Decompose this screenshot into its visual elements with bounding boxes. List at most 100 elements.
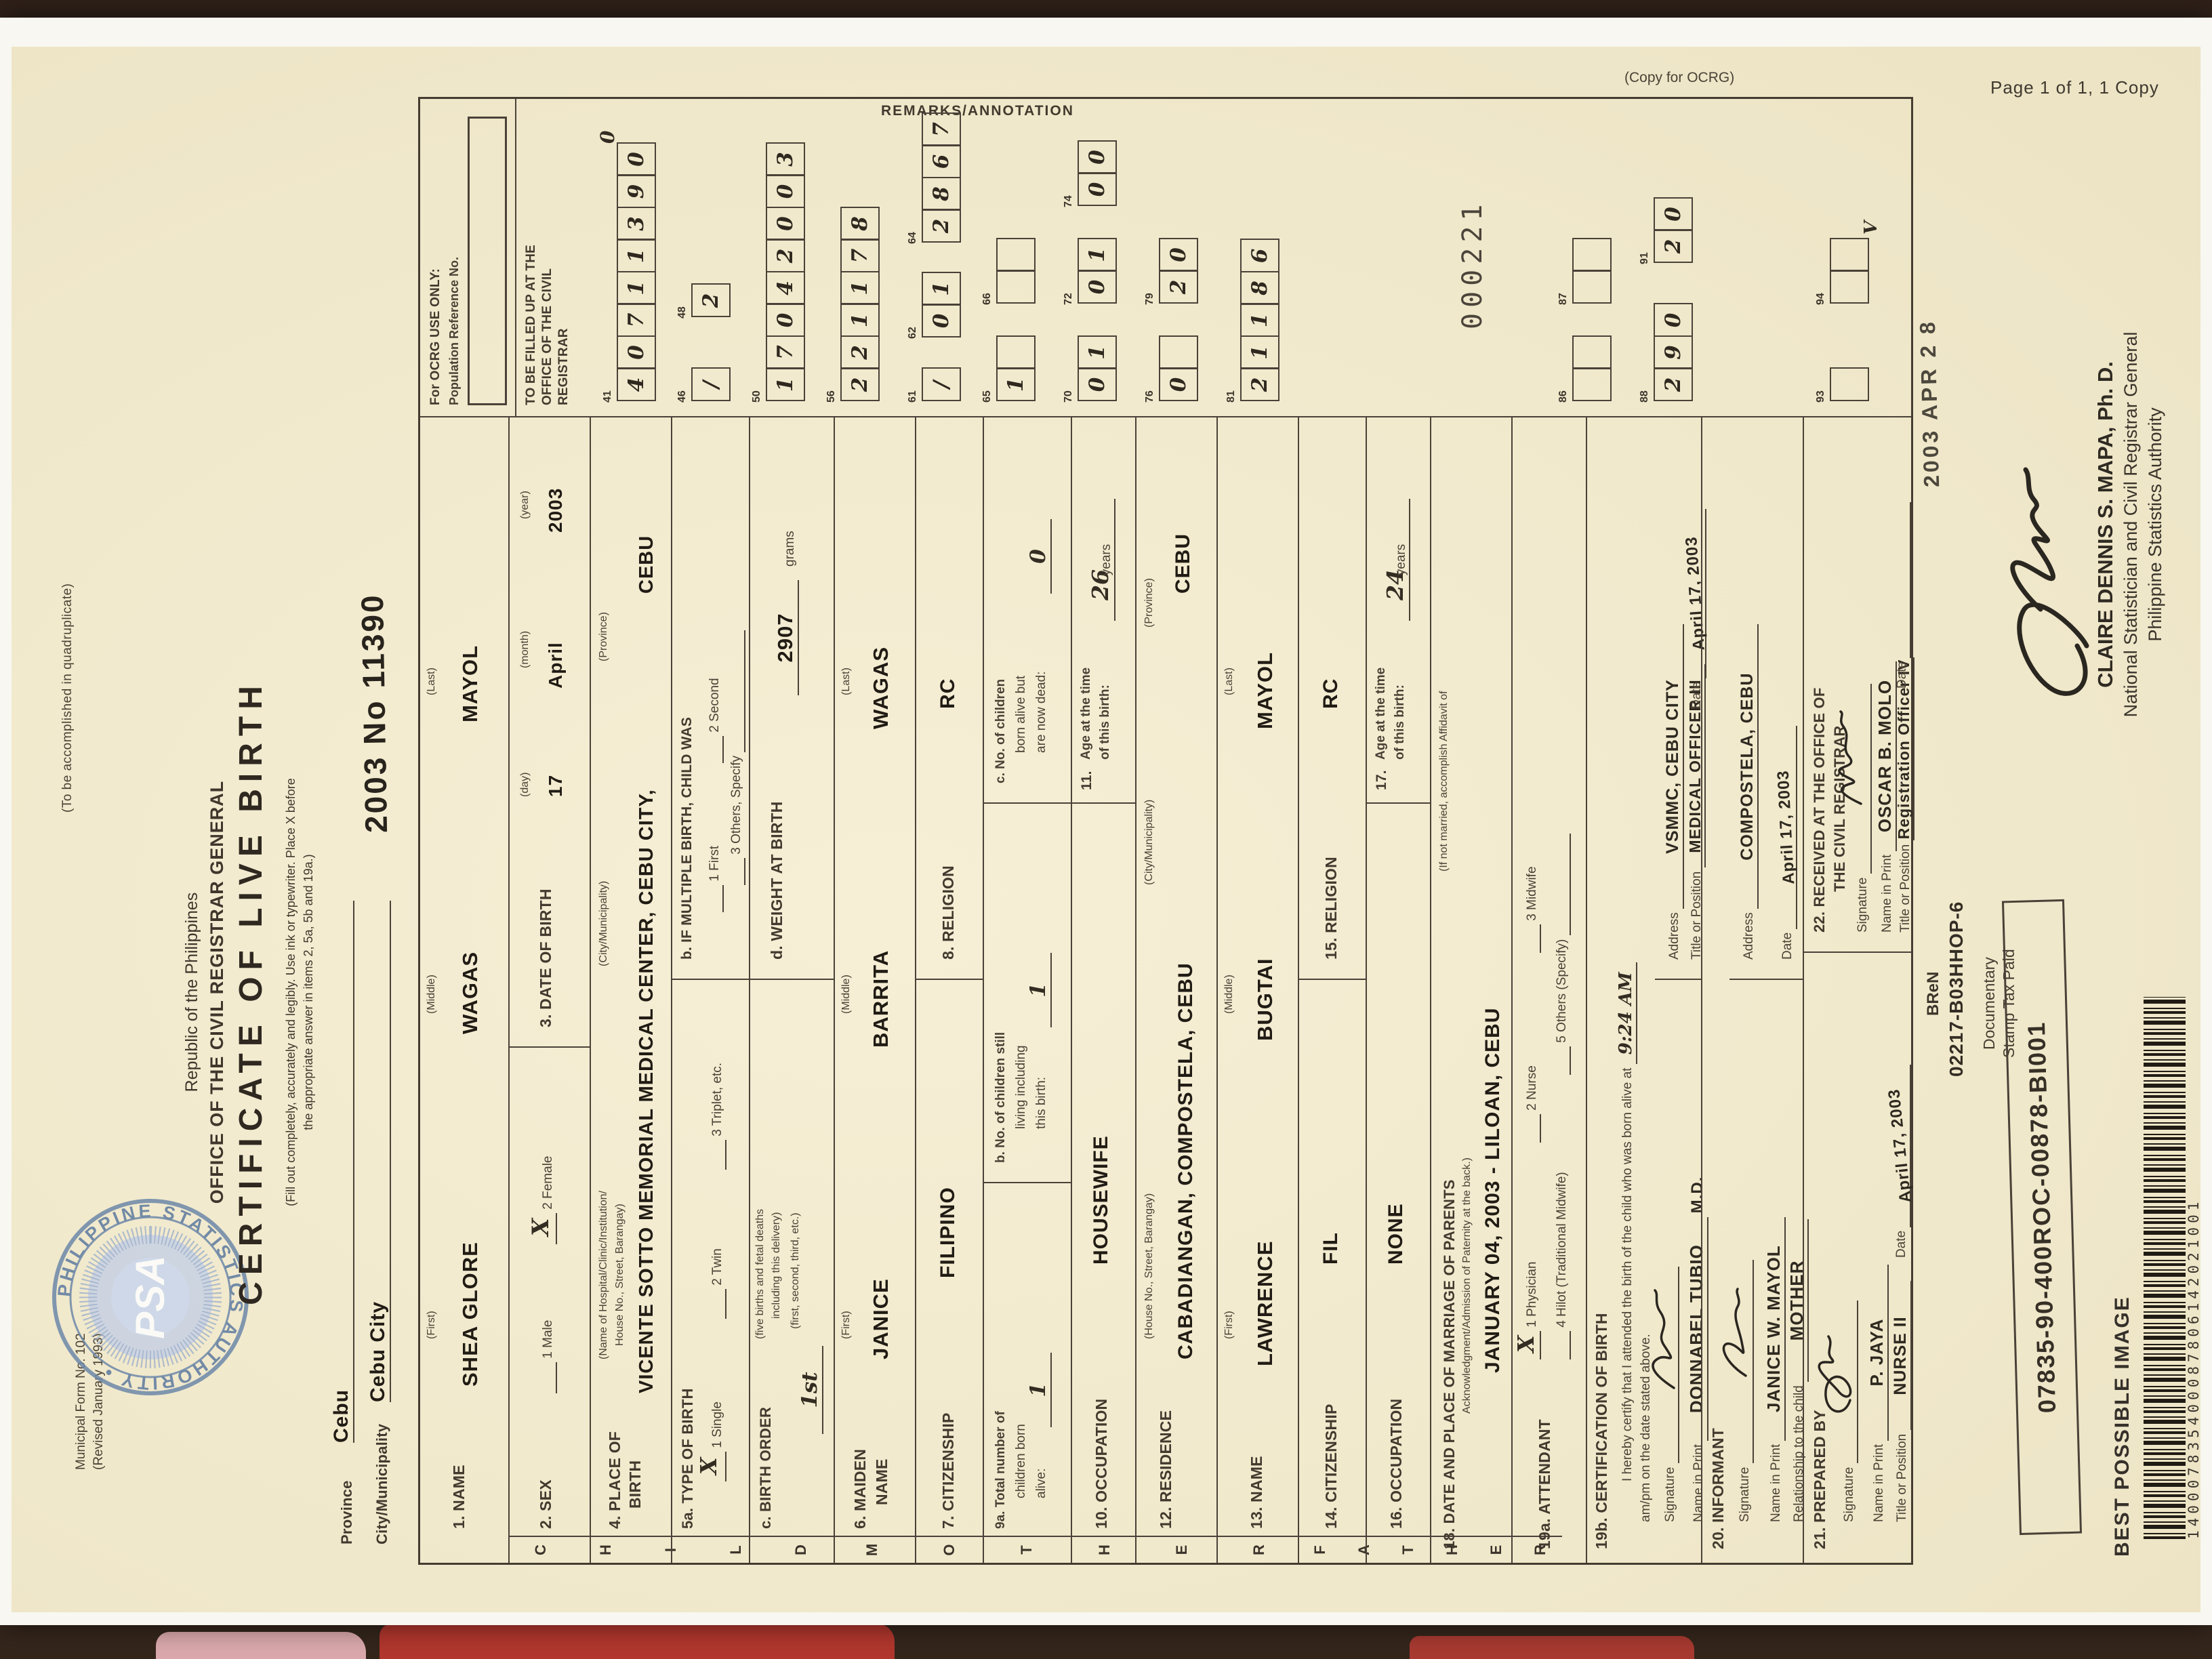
father-first-header: (First) xyxy=(1223,1311,1235,1339)
maiden-last-value: WAGAS xyxy=(869,646,893,729)
mult-second-option: 2 Second xyxy=(708,678,724,763)
cell xyxy=(1830,270,1869,304)
bottom-barcode-digits: 140007835400087806142021001 xyxy=(2186,1197,2202,1539)
prepared-name-value: P. JAYA xyxy=(1866,1318,1887,1387)
dob-month-value: April xyxy=(545,642,566,689)
cell: 7 xyxy=(922,112,961,146)
copy-for-ocrg-label: (Copy for OCRG) xyxy=(1624,70,1735,85)
received-date-label: Date xyxy=(1895,501,1911,689)
signer-name: CLAIRE DENNIS S. MAPA, Ph. D. xyxy=(2093,361,2117,688)
informant-date-value: April 17, 2003 xyxy=(1774,769,1799,885)
name-last-value: MAYOL xyxy=(458,644,482,722)
maiden-first-header: (First) xyxy=(840,1311,852,1339)
cell: 0 xyxy=(922,304,961,338)
cell: 0 xyxy=(1159,238,1198,272)
cell: 0 xyxy=(1159,367,1198,402)
children-b-value: 1 xyxy=(1026,953,1052,1027)
informant-address-value: COMPOSTELA, CEBU xyxy=(1738,672,1757,861)
cell: 0 xyxy=(1078,172,1117,207)
informant-address-label: Address COMPOSTELA, CEBU xyxy=(1738,624,1759,960)
psa-stamp-center-text: PSA xyxy=(127,1255,173,1338)
attendant-nurse-option: 2 Nurse xyxy=(1525,1065,1541,1143)
mother-age-label2: Age at the time xyxy=(1079,667,1093,760)
attendant-hilot-option: 4 Hilot (Traditional Midwife) xyxy=(1555,1172,1571,1359)
mother-religion-divider xyxy=(916,979,983,980)
mult-first-option: 1 First xyxy=(708,846,724,912)
informant-name-value: JANICE W. MAYOL xyxy=(1763,1245,1784,1412)
cell: / xyxy=(691,367,731,402)
pob-subheader-1: (Name of Hospital/Clinic/Institution/ xyxy=(598,1191,609,1359)
dob-day-value: 17 xyxy=(545,774,566,797)
mult-divider xyxy=(672,979,749,980)
children-b-label3: this birth: xyxy=(1034,1076,1048,1129)
father-age-label: 17. xyxy=(1374,770,1389,790)
cell: 2 xyxy=(1654,367,1693,402)
ocrg-group-81: 81 2 1 1 8 6 xyxy=(1225,239,1279,403)
weight-label: d. WEIGHT AT BIRTH xyxy=(768,801,785,960)
ocrg-group-61: 61/ xyxy=(907,367,961,403)
name-label: 1. NAME xyxy=(450,1465,468,1529)
bren-label: BReN xyxy=(1924,971,1942,1016)
row-name: 1. NAME (First) SHEA GLORE (Middle) WAGA… xyxy=(420,417,508,1563)
ocrg-group-72: 72 0 1 xyxy=(1063,238,1117,305)
mother-age-label: 11. xyxy=(1079,771,1094,790)
cell: 1 xyxy=(840,303,880,337)
row-prepared-received: 21. PREPARED BY Signature Name in Print … xyxy=(1803,417,1915,1563)
order-sub-3: (first, second, third, etc.) xyxy=(790,1212,801,1329)
children-b-label: b. No. of children still xyxy=(994,1031,1008,1163)
cell: 2 xyxy=(1654,229,1693,264)
father-middle-header: (Middle) xyxy=(1223,975,1235,1014)
father-last-header: (Last) xyxy=(1223,668,1235,695)
cell: 0 xyxy=(1078,367,1117,402)
cell: / xyxy=(922,367,961,402)
residence-label: 12. RESIDENCE xyxy=(1157,1410,1174,1529)
informant-signature xyxy=(1722,1288,1747,1377)
certification-signature xyxy=(1652,1289,1675,1389)
row-children-counts: 9a. Total number of children born alive:… xyxy=(983,417,1071,1563)
cell xyxy=(996,238,1036,272)
tob-twin-option: 2 Twin xyxy=(710,1248,726,1319)
father-middle-value: BUGTAI xyxy=(1253,958,1277,1041)
order-label: c. BIRTH ORDER xyxy=(757,1406,774,1529)
marriage-label2: (If not married, accomplish Affidavit of xyxy=(1438,691,1450,872)
marriage-label3: Acknowledgment/Admission of Paternity at… xyxy=(1461,1158,1473,1414)
father-age-divider xyxy=(1367,802,1430,804)
tob-triplet-option: 3 Triplet, etc. xyxy=(710,1063,726,1170)
prepared-title-value: NURSE II xyxy=(1891,1316,1910,1395)
ocrg-group-66: 66 xyxy=(981,238,1036,305)
cell: 0 xyxy=(766,207,805,241)
page-title: CERTIFICATE OF LIVE BIRTH xyxy=(233,679,269,1305)
order-value: 1st xyxy=(798,1346,823,1434)
received-name-value: OSCAR B. MOLO xyxy=(1875,679,1895,833)
quadruplicate-note: (To be accomplished in quadruplicate) xyxy=(60,583,75,813)
pink-object xyxy=(156,1632,366,1659)
cell: 0 xyxy=(1654,197,1693,231)
cell: 0 xyxy=(617,335,656,369)
ocrg-group-74: 74 0 0 xyxy=(1063,140,1117,207)
prepared-date-label: Date April 17, 2003 xyxy=(1885,1064,1915,1258)
marriage-value: JANUARY 04, 2003 - LILOAN, CEBU xyxy=(1481,1007,1504,1373)
order-sub-1: (five births and fetal deaths xyxy=(754,1208,766,1339)
row-place-of-birth: 4. PLACE OF BIRTH (Name of Hospital/Clin… xyxy=(590,417,671,1563)
informant-date-label: Date April 17, 2003 xyxy=(1774,725,1799,960)
name-middle-value: WAGAS xyxy=(458,951,482,1034)
cell: 1 xyxy=(617,239,656,273)
attendant-label: 19a. ATTENDANT xyxy=(1536,1419,1553,1549)
cell: 2 xyxy=(922,209,961,243)
cell xyxy=(996,335,1036,369)
dob-year-header: (year) xyxy=(519,491,531,519)
certification-address-value: VSMMC, CEBU CITY xyxy=(1663,679,1682,854)
row-maiden-name: 6. MAIDEN NAME (First) JANICE (Middle) B… xyxy=(834,417,915,1563)
father-name-label: 13. NAME xyxy=(1248,1456,1265,1529)
remarks-divider xyxy=(515,99,516,417)
city-municipality-value: Cebu City xyxy=(367,901,391,1402)
mother-citizenship-label: 7. CITIZENSHIP xyxy=(939,1412,957,1530)
father-religion-divider xyxy=(1299,979,1366,980)
received-label: 22. RECEIVED AT THE OFFICE OF xyxy=(1811,687,1828,933)
prepared-label: 21. PREPARED BY xyxy=(1811,1410,1828,1549)
sex-x-mark: X xyxy=(527,1218,554,1236)
mother-citizenship-value: FILIPINO xyxy=(937,1187,959,1278)
roc-number-box: 07835-90-400ROC-00878-BI001 xyxy=(2001,899,2083,1536)
cell: 7 xyxy=(766,335,805,369)
children-c-label3: are now dead: xyxy=(1034,671,1048,753)
